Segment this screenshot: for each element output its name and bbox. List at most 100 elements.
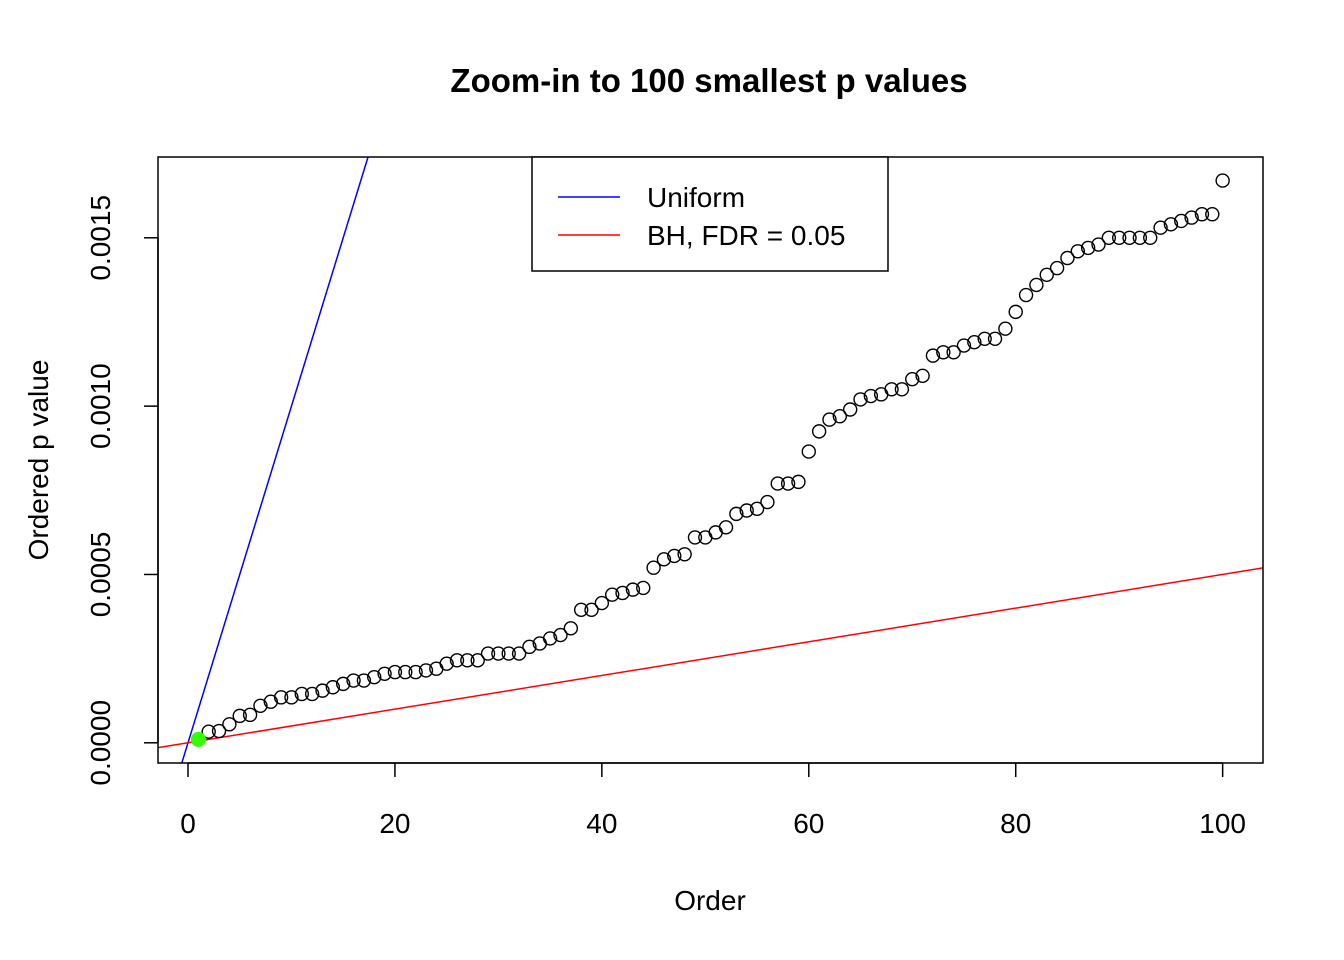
legend-box <box>531 156 889 272</box>
data-points <box>191 173 1230 747</box>
data-point <box>915 368 930 384</box>
data-point <box>1060 250 1075 266</box>
data-point <box>460 653 475 668</box>
data-point <box>325 680 341 695</box>
data-point <box>1153 220 1168 235</box>
y-tick-label: 0.0010 <box>85 363 116 449</box>
uniform-line <box>181 157 369 763</box>
data-point <box>336 676 351 692</box>
reference-lines <box>158 157 1263 763</box>
data-point <box>356 673 372 688</box>
data-point <box>791 474 806 490</box>
data-point <box>625 582 641 597</box>
highlight-layer <box>190 731 206 747</box>
data-point <box>956 338 972 353</box>
data-point <box>346 673 361 688</box>
data-point <box>1205 207 1220 222</box>
data-point <box>615 585 630 601</box>
data-point <box>987 331 1003 346</box>
data-point <box>1029 277 1044 293</box>
data-point <box>677 547 692 562</box>
data-point <box>749 501 765 517</box>
y-tick-label: 0.0005 <box>85 532 116 618</box>
data-point <box>822 412 837 427</box>
data-point <box>315 683 330 698</box>
x-tick-label: 100 <box>1199 808 1246 839</box>
data-point <box>377 666 392 681</box>
data-point <box>511 646 527 661</box>
data-point <box>636 580 651 596</box>
data-point <box>1018 287 1034 303</box>
data-point <box>501 646 516 661</box>
data-point <box>967 334 982 350</box>
data-point <box>542 631 558 646</box>
data-point <box>1163 217 1179 232</box>
data-point <box>718 520 734 535</box>
data-point <box>367 669 382 685</box>
data-point <box>1111 230 1127 246</box>
data-point <box>284 690 299 705</box>
data-point <box>977 331 992 346</box>
legend-uniform-label: Uniform <box>647 182 745 213</box>
data-point <box>553 627 568 643</box>
bh-fdr-line <box>158 567 1263 749</box>
data-point <box>242 707 258 723</box>
data-point <box>491 646 506 661</box>
data-point <box>832 409 848 424</box>
data-point <box>811 424 827 439</box>
data-point <box>1215 173 1230 188</box>
data-point <box>449 653 465 668</box>
data-point <box>1174 213 1189 229</box>
data-point <box>770 476 785 491</box>
data-point <box>253 698 268 713</box>
y-tick-label: 0.0015 <box>85 195 116 281</box>
data-point <box>1143 230 1158 246</box>
x-tick-label: 80 <box>1000 808 1031 839</box>
data-point <box>584 602 599 618</box>
legend-bh-label: BH, FDR = 0.05 <box>647 220 845 251</box>
y-axis-label: Ordered p value <box>23 360 54 561</box>
data-point <box>294 686 310 702</box>
x-tick-label: 20 <box>379 808 410 839</box>
data-point <box>687 530 703 545</box>
x-tick-label: 60 <box>793 808 824 839</box>
data-point <box>863 388 879 404</box>
data-point <box>1101 230 1117 246</box>
significant-point <box>190 731 206 747</box>
data-point <box>853 392 868 407</box>
data-point <box>211 723 227 739</box>
data-point <box>1122 230 1137 246</box>
data-point <box>573 602 589 618</box>
data-point <box>1194 207 1210 222</box>
data-point <box>439 656 454 671</box>
data-point <box>667 548 682 564</box>
data-point <box>1008 304 1023 320</box>
data-point <box>884 382 899 397</box>
data-point <box>925 348 941 363</box>
data-point <box>408 664 423 680</box>
x-tick-label: 0 <box>180 808 196 839</box>
data-point <box>801 444 816 459</box>
data-point <box>563 621 579 636</box>
data-point <box>398 664 413 680</box>
x-axis: 0 20 40 60 80 100 <box>180 762 1246 839</box>
data-point <box>387 664 403 680</box>
data-point <box>201 724 216 739</box>
data-point <box>1039 267 1054 283</box>
data-point <box>1132 230 1148 246</box>
data-point <box>729 506 744 522</box>
data-point <box>842 402 858 417</box>
data-point <box>946 345 961 360</box>
data-point <box>522 639 537 655</box>
data-point <box>273 690 289 705</box>
data-point <box>998 321 1013 336</box>
data-point <box>470 653 485 668</box>
data-point <box>1070 244 1085 259</box>
data-point <box>656 552 672 567</box>
data-point <box>936 345 951 360</box>
legend: Uniform BH, FDR = 0.05 <box>531 156 889 272</box>
data-point <box>232 708 247 724</box>
data-point <box>1184 210 1199 225</box>
data-point <box>605 587 620 602</box>
